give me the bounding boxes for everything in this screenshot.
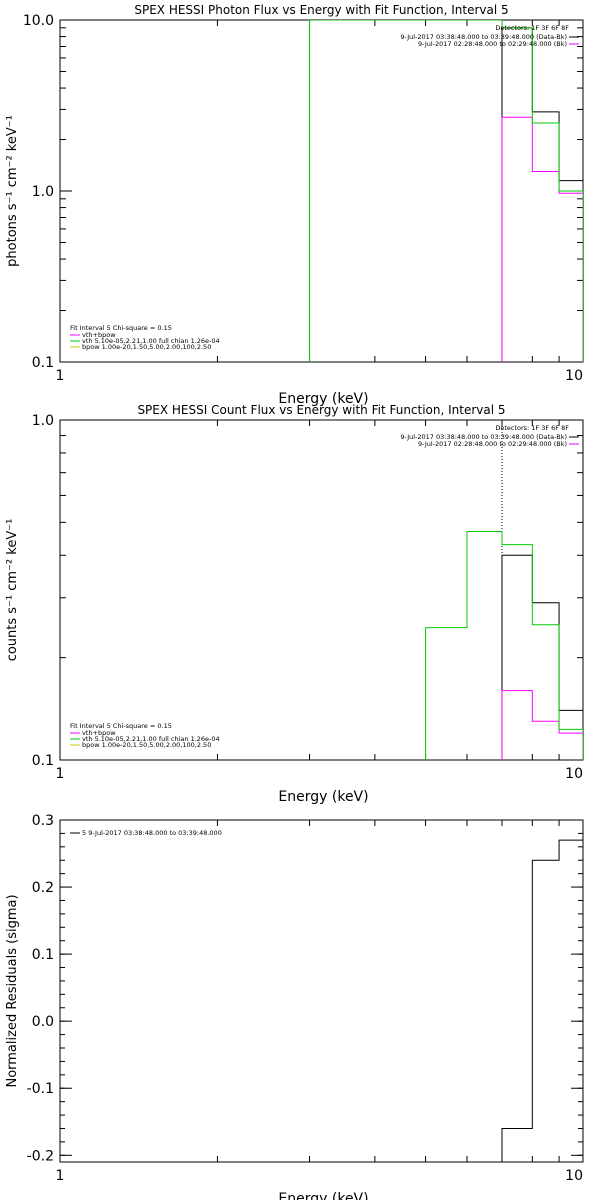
chart-title: SPEX HESSI Count Flux vs Energy with Fit… <box>137 403 505 417</box>
plot-frame <box>59 19 584 363</box>
legend-entry: bpow 1.00e-20,1.50,5.00,2.00,100,2.50 <box>82 343 211 351</box>
y-axis: 0.1 1.0 <box>32 413 583 769</box>
data-area <box>309 20 583 362</box>
panel-1: SPEX HESSI Photon Flux vs Energy with Fi… <box>5 3 584 407</box>
legend-entry: 9-Jul-2017 03:38:48.000 to 03:39:48.000 … <box>400 433 567 441</box>
series-2 <box>501 116 583 362</box>
series-1 <box>501 27 583 362</box>
y-tick-label: 0.0 <box>32 1014 54 1030</box>
series-1 <box>501 554 583 760</box>
legend-header: Fit Interval 5 Chi-square = 0.15 <box>70 722 172 730</box>
panel-3: 1 10 Energy (keV) 0.3 0.2 0.1 0.0 -0.1 -0.2 Norma… <box>5 813 584 1200</box>
legend-entry: 9-Jul-2017 02:28:48.000 to 02:29:48.000 … <box>418 40 567 48</box>
x-tick-label: 10 <box>565 1168 583 1184</box>
y-tick-label: 0.1 <box>32 947 54 963</box>
chart-title: SPEX HESSI Photon Flux vs Energy with Fi… <box>134 3 508 17</box>
series-line <box>501 839 583 1162</box>
legend-header: Fit Interval 5 Chi-square = 0.15 <box>70 324 172 332</box>
legend-left: Fit Interval 5 Chi-square = 0.15vth+bpow… <box>70 722 220 749</box>
legend-left: Fit Interval 5 Chi-square = 0.15vth+bpow… <box>70 324 220 351</box>
y-tick-label: 0.2 <box>32 880 54 896</box>
panel-2: SPEX HESSI Count Flux vs Energy with Fit… <box>5 403 584 805</box>
legend-entry: vth 5.10e-05,2.21,1.00 full chian 1.26e-… <box>82 735 220 743</box>
x-tick-label: 1 <box>56 368 65 384</box>
legend-left: 5 9-Jul-2017 03:38:48.000 to 03:39:48.00… <box>70 829 222 837</box>
plot-frame <box>59 819 584 1163</box>
legend-header: Detectors: 1F 3F 6F 8F <box>495 24 569 32</box>
legend-entry: 9-Jul-2017 03:38:48.000 to 03:39:48.000 … <box>400 33 567 41</box>
series-line <box>501 27 583 362</box>
x-axis-label: Energy (keV) <box>278 789 368 805</box>
x-tick-label: 10 <box>565 368 583 384</box>
x-axis-label: Energy (keV) <box>278 1191 368 1200</box>
y-tick-label: 0.1 <box>32 753 54 769</box>
series-line <box>425 530 583 760</box>
legend-entry: 9-Jul-2017 02:28:48.000 to 02:29:48.000 … <box>418 440 567 448</box>
series-3 <box>309 20 583 362</box>
x-tick-label: 10 <box>565 766 583 782</box>
series-3 <box>425 530 583 760</box>
y-tick-label: 1.0 <box>32 413 54 429</box>
y-axis-label: counts s⁻¹ cm⁻² keV⁻¹ <box>5 519 20 662</box>
y-tick-label: 0.3 <box>32 813 54 829</box>
legend-right: Detectors: 1F 3F 6F 8F9-Jul-2017 03:38:4… <box>400 24 579 48</box>
x-tick-label: 1 <box>56 1168 65 1184</box>
plot-frame <box>59 419 584 761</box>
y-tick-label: 1.0 <box>32 184 54 200</box>
legend-right: Detectors: 1F 3F 6F 8F9-Jul-2017 03:38:4… <box>400 424 579 448</box>
legend-entry: vth 5.10e-05,2.21,1.00 full chian 1.26e-… <box>82 337 220 345</box>
x-axis: 1 10 <box>56 820 584 1184</box>
y-tick-label: 10.0 <box>23 13 54 29</box>
x-tick-label: 1 <box>56 766 65 782</box>
x-axis: 1 10 <box>56 420 584 782</box>
legend-header: Detectors: 1F 3F 6F 8F <box>495 424 569 432</box>
series-line <box>501 554 583 760</box>
y-tick-label: 0.1 <box>32 355 54 371</box>
series-1 <box>501 839 583 1162</box>
series-line <box>501 116 583 362</box>
series-2 <box>501 690 583 760</box>
legend-entry: bpow 1.00e-20,1.50,5.00,2.00,100,2.50 <box>82 741 211 749</box>
y-axis-label: photons s⁻¹ cm⁻² keV⁻¹ <box>5 115 20 267</box>
y-tick-label: -0.2 <box>27 1148 54 1164</box>
data-area <box>425 420 583 760</box>
series-line <box>501 690 583 760</box>
y-axis: 0.3 0.2 0.1 0.0 -0.1 -0.2 <box>27 813 583 1164</box>
legend-entry: vth+bpow <box>82 729 116 737</box>
y-tick-label: -0.1 <box>27 1081 54 1097</box>
legend-entry: 5 9-Jul-2017 03:38:48.000 to 03:39:48.00… <box>82 829 222 837</box>
series-line <box>309 20 583 362</box>
y-axis-label: Normalized Residuals (sigma) <box>5 894 20 1087</box>
legend-entry: vth+bpow <box>82 331 116 339</box>
y-axis: 0.1 1.0 10.0 <box>23 13 583 371</box>
data-area <box>501 839 583 1162</box>
x-axis-label: Energy (keV) <box>278 391 368 407</box>
